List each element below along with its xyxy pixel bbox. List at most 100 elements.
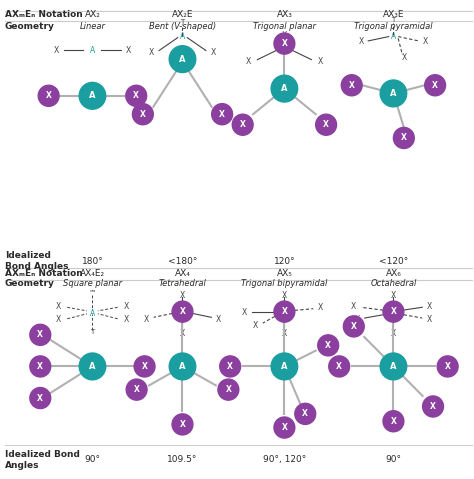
Text: X: X <box>351 322 357 331</box>
Text: Square planar: Square planar <box>63 279 122 288</box>
Text: X: X <box>227 362 233 371</box>
Text: Trigonal planar: Trigonal planar <box>253 22 316 31</box>
Text: X: X <box>134 385 139 394</box>
Circle shape <box>380 80 407 107</box>
Circle shape <box>79 82 106 109</box>
Text: A: A <box>89 362 96 371</box>
Text: X: X <box>391 330 396 338</box>
Text: X: X <box>282 291 287 299</box>
Text: X: X <box>144 315 149 324</box>
Text: X: X <box>37 362 43 371</box>
Text: X: X <box>180 291 185 299</box>
Text: X: X <box>401 53 407 61</box>
Text: X: X <box>391 307 396 316</box>
Circle shape <box>423 396 444 417</box>
Text: A: A <box>179 362 186 371</box>
Circle shape <box>169 46 196 72</box>
Text: X: X <box>54 46 59 55</box>
Text: X: X <box>323 120 329 129</box>
Text: X: X <box>246 57 251 66</box>
Text: X: X <box>37 331 43 339</box>
Text: <120°: <120° <box>379 257 408 265</box>
Text: T: T <box>91 330 94 335</box>
Circle shape <box>232 114 253 135</box>
Text: X: X <box>282 423 287 432</box>
Text: X: X <box>180 307 185 316</box>
Text: X: X <box>430 402 436 411</box>
Text: X: X <box>140 110 146 119</box>
Text: <180°: <180° <box>168 257 197 265</box>
Text: X: X <box>318 304 323 312</box>
Circle shape <box>393 127 414 148</box>
Text: AXₘEₙ Notation: AXₘEₙ Notation <box>5 10 82 19</box>
Circle shape <box>425 75 446 96</box>
Circle shape <box>274 301 295 322</box>
Text: A: A <box>180 308 185 317</box>
Text: X: X <box>124 302 129 311</box>
Text: X: X <box>351 302 356 311</box>
Circle shape <box>218 379 239 400</box>
Circle shape <box>343 316 364 337</box>
Text: X: X <box>282 32 287 40</box>
Text: X: X <box>180 330 185 338</box>
Circle shape <box>30 324 51 345</box>
Text: X: X <box>55 302 61 311</box>
Circle shape <box>271 353 298 380</box>
Circle shape <box>79 353 106 380</box>
Text: X: X <box>427 302 432 311</box>
Text: X: X <box>46 91 52 100</box>
Circle shape <box>316 114 337 135</box>
Circle shape <box>172 414 193 435</box>
Circle shape <box>271 75 298 102</box>
Text: Idealized Bond
Angles: Idealized Bond Angles <box>5 450 80 469</box>
Text: A: A <box>179 55 186 64</box>
Circle shape <box>30 388 51 409</box>
Text: X: X <box>149 48 155 57</box>
Text: X: X <box>180 420 185 429</box>
Text: A: A <box>282 44 287 52</box>
Text: Octahedral: Octahedral <box>370 279 417 288</box>
Text: X: X <box>423 37 428 46</box>
Circle shape <box>126 85 146 106</box>
Text: A: A <box>90 46 95 55</box>
Text: Trigonal bipyramidal: Trigonal bipyramidal <box>241 279 328 288</box>
Circle shape <box>274 33 295 54</box>
Circle shape <box>383 301 404 322</box>
Text: 109.5°: 109.5° <box>167 456 198 464</box>
Circle shape <box>132 103 153 125</box>
Text: A: A <box>281 362 288 371</box>
Text: AX₃E: AX₃E <box>383 10 404 19</box>
Text: X: X <box>242 308 247 317</box>
Text: X: X <box>282 39 287 48</box>
Text: Linear: Linear <box>80 22 105 31</box>
Circle shape <box>437 356 458 377</box>
Text: Tetrahedral: Tetrahedral <box>158 279 207 288</box>
Text: X: X <box>391 291 396 299</box>
Text: AX₃: AX₃ <box>276 10 292 19</box>
Text: AXₘEₙ Notation: AXₘEₙ Notation <box>5 269 82 277</box>
Circle shape <box>380 353 407 380</box>
Circle shape <box>329 356 350 377</box>
Text: X: X <box>325 341 331 350</box>
Text: X: X <box>318 57 323 66</box>
Circle shape <box>383 411 404 432</box>
Text: Geometry: Geometry <box>5 22 55 31</box>
Text: 90°: 90° <box>385 456 401 464</box>
Text: X: X <box>216 315 221 324</box>
Text: 90°, 120°: 90°, 120° <box>263 456 306 464</box>
Text: X: X <box>336 362 342 371</box>
Text: A: A <box>180 33 185 41</box>
Text: X: X <box>282 330 287 338</box>
Text: AX₄: AX₄ <box>174 269 191 277</box>
Circle shape <box>318 335 338 356</box>
Text: AX₂: AX₂ <box>84 10 100 19</box>
Text: X: X <box>401 134 407 142</box>
Circle shape <box>126 379 147 400</box>
Text: X: X <box>240 120 246 129</box>
Circle shape <box>172 301 193 322</box>
Text: X: X <box>253 321 258 330</box>
Text: X: X <box>142 362 147 371</box>
Text: A: A <box>390 362 397 371</box>
Text: Idealized
Bond Angles: Idealized Bond Angles <box>5 251 68 271</box>
Circle shape <box>38 85 59 106</box>
